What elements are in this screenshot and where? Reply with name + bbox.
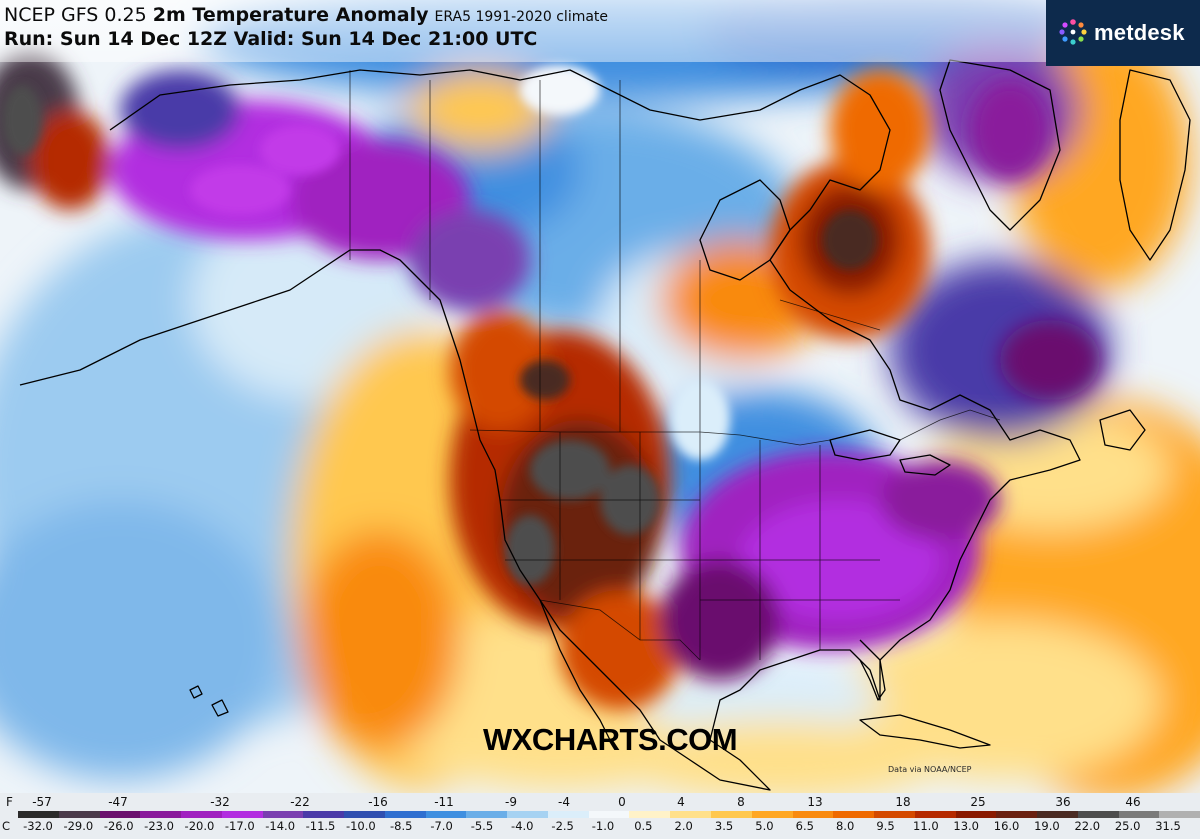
legend-tick-celsius: -4.0 bbox=[511, 819, 534, 833]
legend-tick-fahrenheit: 25 bbox=[970, 795, 986, 809]
legend-tick-fahrenheit: -57 bbox=[32, 795, 52, 809]
legend-tick-celsius: -29.0 bbox=[63, 819, 94, 833]
chart-title: NCEP GFS 0.25 2m Temperature Anomaly ERA… bbox=[4, 4, 608, 28]
legend-tick-celsius: -2.5 bbox=[551, 819, 574, 833]
legend-tick-celsius: -17.0 bbox=[224, 819, 255, 833]
metdesk-starburst-logo-icon bbox=[1059, 19, 1087, 45]
legend-tick-celsius: 11.0 bbox=[913, 819, 939, 833]
legend-swatch bbox=[18, 811, 59, 818]
legend-tick-celsius: -11.5 bbox=[305, 819, 336, 833]
legend-swatch bbox=[1077, 811, 1119, 818]
legend-swatch bbox=[547, 811, 589, 818]
chart-header: NCEP GFS 0.25 2m Temperature Anomaly ERA… bbox=[0, 0, 1046, 62]
metdesk-logo: metdesk bbox=[1046, 0, 1200, 66]
legend-swatch bbox=[384, 811, 426, 818]
legend-swatch bbox=[262, 811, 304, 818]
legend-swatch bbox=[1037, 811, 1078, 818]
legend-unit-fahrenheit: F bbox=[6, 795, 13, 809]
legend-tick-celsius: 13.0 bbox=[953, 819, 980, 833]
legend-swatch bbox=[58, 811, 100, 818]
legend-swatch bbox=[1159, 811, 1200, 818]
legend-swatch bbox=[792, 811, 834, 818]
legend-color-bar bbox=[18, 811, 1200, 818]
legend-tick-fahrenheit: -4 bbox=[558, 795, 570, 809]
legend-fahrenheit-row: F -57 -47 -32 -22 -16 -11 -9 -4 0 4 8 13 18 25 36 46 bbox=[0, 795, 1200, 811]
legend-celsius-row: C -32.0 -29.0 -26.0 -23.0 -20.0 -17.0 -14.0 -11… bbox=[0, 819, 1200, 835]
legend-tick-fahrenheit: 8 bbox=[737, 795, 745, 809]
legend-swatch bbox=[996, 811, 1038, 818]
legend-tick-fahrenheit: 4 bbox=[677, 795, 685, 809]
legend-tick-celsius: 25.0 bbox=[1114, 819, 1141, 833]
model-name: NCEP GFS 0.25 bbox=[4, 4, 147, 26]
legend-tick-fahrenheit: 0 bbox=[618, 795, 626, 809]
legend-tick-celsius: -8.5 bbox=[389, 819, 413, 833]
legend-swatch bbox=[181, 811, 222, 818]
color-legend: F -57 -47 -32 -22 -16 -11 -9 -4 0 4 8 13 18 25 36 46 C … bbox=[0, 793, 1200, 839]
legend-swatch bbox=[507, 811, 548, 818]
legend-unit-celsius: C bbox=[2, 819, 11, 833]
legend-swatch bbox=[670, 811, 712, 818]
legend-swatch bbox=[1118, 811, 1160, 818]
legend-tick-celsius: 5.0 bbox=[755, 819, 774, 833]
anomaly-map bbox=[0, 0, 1200, 793]
wxcharts-watermark: WXCHARTS.COM bbox=[483, 722, 738, 757]
legend-swatch bbox=[466, 811, 508, 818]
legend-swatch bbox=[751, 811, 793, 818]
legend-tick-celsius: 9.5 bbox=[876, 819, 895, 833]
legend-tick-celsius: -14.0 bbox=[265, 819, 296, 833]
legend-tick-celsius: -23.0 bbox=[144, 819, 174, 833]
legend-tick-celsius: -7.0 bbox=[430, 819, 453, 833]
legend-swatch bbox=[955, 811, 997, 818]
variable-name: 2m Temperature Anomaly bbox=[152, 4, 429, 26]
legend-swatch bbox=[629, 811, 671, 818]
legend-swatch bbox=[711, 811, 752, 818]
legend-tick-celsius: 16.0 bbox=[993, 819, 1020, 833]
legend-tick-celsius: 19.0 bbox=[1034, 819, 1060, 833]
legend-tick-fahrenheit: -22 bbox=[290, 795, 310, 809]
legend-tick-fahrenheit: -47 bbox=[108, 795, 128, 809]
legend-swatch bbox=[914, 811, 956, 818]
legend-swatch bbox=[221, 811, 263, 818]
data-credit: Data via NOAA/NCEP bbox=[888, 765, 972, 774]
legend-tick-fahrenheit: -11 bbox=[434, 795, 454, 809]
legend-tick-celsius: -26.0 bbox=[103, 819, 134, 833]
legend-tick-fahrenheit: 18 bbox=[895, 795, 911, 809]
legend-swatch bbox=[874, 811, 915, 818]
legend-tick-celsius: -5.5 bbox=[470, 819, 494, 833]
run-valid-time: Run: Sun 14 Dec 12Z Valid: Sun 14 Dec 21… bbox=[4, 28, 538, 50]
legend-tick-fahrenheit: -16 bbox=[368, 795, 388, 809]
legend-tick-celsius: -20.0 bbox=[184, 819, 215, 833]
legend-tick-celsius: -10.0 bbox=[345, 819, 376, 833]
legend-tick-celsius: 8.0 bbox=[835, 819, 855, 833]
legend-tick-celsius: 31.5 bbox=[1155, 819, 1181, 833]
legend-tick-celsius: 6.5 bbox=[795, 819, 814, 833]
legend-tick-fahrenheit: 36 bbox=[1055, 795, 1071, 809]
legend-swatch bbox=[303, 811, 345, 818]
legend-tick-celsius: -32.0 bbox=[23, 819, 53, 833]
brand-name: metdesk bbox=[1094, 20, 1185, 45]
legend-swatch bbox=[99, 811, 141, 818]
legend-tick-celsius: 22.0 bbox=[1074, 819, 1101, 833]
legend-tick-fahrenheit: -32 bbox=[210, 795, 230, 809]
legend-swatch bbox=[344, 811, 385, 818]
legend-swatch bbox=[140, 811, 182, 818]
legend-tick-fahrenheit: 46 bbox=[1125, 795, 1141, 809]
legend-swatch bbox=[425, 811, 467, 818]
legend-tick-celsius: 3.5 bbox=[714, 819, 734, 833]
legend-swatch bbox=[588, 811, 630, 818]
legend-tick-celsius: -1.0 bbox=[591, 819, 615, 833]
legend-tick-celsius: 2.0 bbox=[674, 819, 693, 833]
climate-reference: ERA5 1991-2020 climate bbox=[434, 9, 609, 25]
legend-tick-celsius: 0.5 bbox=[634, 819, 653, 833]
legend-tick-fahrenheit: 13 bbox=[807, 795, 823, 809]
legend-tick-fahrenheit: -9 bbox=[505, 795, 517, 809]
legend-swatch bbox=[833, 811, 875, 818]
